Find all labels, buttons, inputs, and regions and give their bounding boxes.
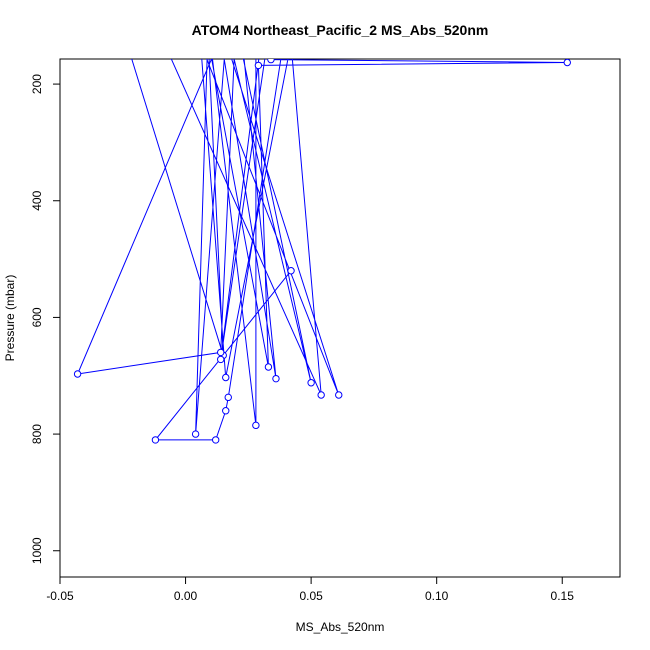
y-tick-label: 200 <box>30 74 44 94</box>
data-point <box>252 421 260 430</box>
x-tick-label: 0.15 <box>551 589 575 603</box>
x-axis: -0.05 0.00 0.05 0.10 0.15 <box>46 576 575 603</box>
y-tick-label: 1000 <box>30 537 44 564</box>
y-tick-label: 400 <box>30 190 44 210</box>
data-point <box>217 348 225 357</box>
x-tick-label: -0.05 <box>46 589 74 603</box>
data-point <box>335 391 343 399</box>
series-line <box>76 59 568 441</box>
data-point <box>272 374 280 383</box>
plot-frame <box>59 58 621 578</box>
data-point <box>73 370 82 378</box>
data-point <box>267 59 275 64</box>
y-tick-label: 600 <box>30 307 44 327</box>
y-tick-label: 800 <box>30 424 44 444</box>
data-point <box>217 355 225 364</box>
data-point <box>151 436 160 444</box>
x-tick-label: 0.05 <box>299 589 323 603</box>
x-tick-label: 0.00 <box>174 589 198 603</box>
chart-title: ATOM4 Northeast_Pacific_2 MS_Abs_520nm <box>192 22 489 38</box>
data-point <box>563 59 571 67</box>
y-axis: 200 400 600 800 1000 <box>30 74 61 564</box>
series-layer <box>73 59 571 444</box>
data-point <box>224 393 232 402</box>
x-axis-label: MS_Abs_520nm <box>296 620 385 634</box>
data-point <box>287 267 295 275</box>
y-axis-label: Pressure (mbar) <box>3 275 17 362</box>
x-tick-label: 0.10 <box>425 589 449 603</box>
data-point <box>222 407 230 415</box>
data-point <box>254 61 263 70</box>
data-point <box>191 430 200 438</box>
data-point <box>264 363 273 371</box>
data-point <box>222 373 230 382</box>
data-point <box>307 379 315 387</box>
data-point <box>211 436 220 444</box>
data-point <box>317 391 325 399</box>
